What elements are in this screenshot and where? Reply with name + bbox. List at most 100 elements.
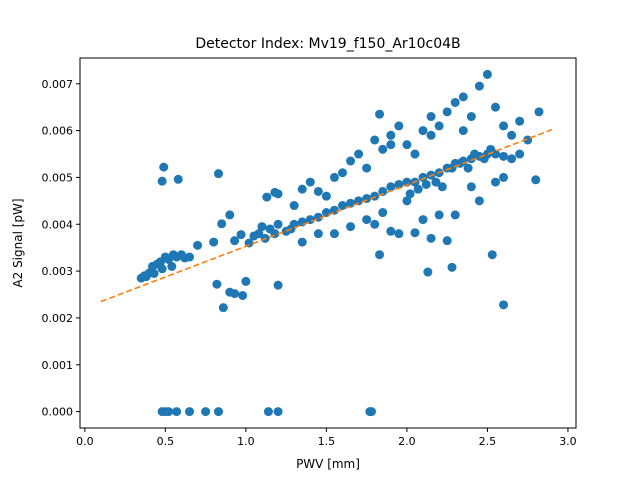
x-tick-label: 1.0 xyxy=(237,435,255,448)
y-tick-label: 0.003 xyxy=(42,265,74,278)
data-point xyxy=(218,303,228,313)
data-point xyxy=(305,177,315,187)
data-point xyxy=(487,250,497,260)
x-axis-label: PWV [mm] xyxy=(296,457,360,471)
data-point xyxy=(426,233,436,243)
data-point xyxy=(297,217,307,227)
data-point xyxy=(212,279,222,289)
data-point xyxy=(410,149,420,159)
data-point xyxy=(434,121,444,131)
data-point xyxy=(346,198,356,208)
y-axis-label: A2 Signal [pW] xyxy=(11,198,25,287)
data-point xyxy=(263,407,273,417)
data-point xyxy=(157,264,167,274)
data-point xyxy=(490,177,500,187)
y-tick-label: 0.002 xyxy=(42,312,74,325)
data-point xyxy=(370,135,380,145)
data-point xyxy=(378,208,388,218)
x-tick-label: 2.5 xyxy=(479,435,497,448)
data-point xyxy=(297,184,307,194)
data-point xyxy=(173,174,183,184)
data-point xyxy=(499,151,509,161)
data-point xyxy=(442,107,452,117)
data-point xyxy=(273,219,283,229)
data-point xyxy=(450,97,460,107)
data-point xyxy=(375,250,385,260)
data-point xyxy=(394,121,404,131)
data-point xyxy=(507,130,517,140)
x-tick-label: 2.0 xyxy=(398,435,416,448)
data-point xyxy=(378,144,388,154)
data-point xyxy=(236,230,246,240)
data-point xyxy=(329,172,339,182)
data-point xyxy=(410,228,420,238)
data-point xyxy=(437,182,447,192)
data-point xyxy=(470,149,480,159)
data-point xyxy=(213,407,223,417)
data-point xyxy=(238,290,248,300)
data-point xyxy=(354,149,364,159)
data-point xyxy=(394,179,404,189)
data-point xyxy=(217,219,227,229)
data-point xyxy=(230,289,240,299)
data-point xyxy=(531,175,541,185)
data-point xyxy=(418,126,428,136)
x-tick-label: 0.5 xyxy=(157,435,175,448)
data-point xyxy=(499,172,509,182)
data-point xyxy=(313,186,323,196)
data-point xyxy=(426,112,436,122)
chart-title: Detector Index: Mv19_f150_Ar10c04B xyxy=(195,36,460,52)
y-tick-label: 0.005 xyxy=(42,171,74,184)
data-point xyxy=(426,130,436,140)
y-tick-label: 0.006 xyxy=(42,125,74,138)
data-point xyxy=(386,140,396,150)
data-point xyxy=(273,280,283,290)
data-point xyxy=(321,208,331,218)
data-point xyxy=(254,229,264,239)
plot-frame xyxy=(79,57,577,429)
data-point xyxy=(366,407,376,417)
data-point xyxy=(394,229,404,239)
data-point xyxy=(507,154,517,164)
data-point xyxy=(273,407,283,417)
data-point xyxy=(257,222,267,232)
data-point xyxy=(378,186,388,196)
data-point xyxy=(474,81,484,91)
data-point xyxy=(370,191,380,201)
x-tick-label: 1.5 xyxy=(318,435,336,448)
data-point xyxy=(370,219,380,229)
data-point xyxy=(337,168,347,178)
data-point xyxy=(442,236,452,246)
data-point xyxy=(402,196,412,206)
y-tick-label: 0.000 xyxy=(42,406,74,419)
data-point xyxy=(149,268,159,278)
data-point xyxy=(273,189,283,199)
data-point xyxy=(458,126,468,136)
data-point xyxy=(466,182,476,192)
data-point xyxy=(499,121,509,131)
y-tick-label: 0.001 xyxy=(42,359,74,372)
data-point xyxy=(329,229,339,239)
data-point xyxy=(515,149,525,159)
data-point xyxy=(230,236,240,246)
data-point xyxy=(402,140,412,150)
data-point xyxy=(193,240,203,250)
y-axis-ticks: 0.000 0.001 0.002 0.003 0.004 0.005 0.006 0.007 xyxy=(42,78,80,419)
x-axis-ticks: 0.0 0.5 1.0 1.5 2.0 2.5 3.0 xyxy=(76,428,577,448)
data-point xyxy=(447,262,457,272)
data-point xyxy=(447,163,457,173)
data-point xyxy=(413,184,423,194)
data-point xyxy=(346,156,356,166)
data-point xyxy=(458,92,468,102)
data-point xyxy=(386,226,396,236)
data-point xyxy=(362,215,372,225)
data-point xyxy=(346,222,356,232)
data-point xyxy=(167,261,177,271)
data-point xyxy=(209,237,219,247)
data-point xyxy=(418,215,428,225)
data-point xyxy=(386,130,396,140)
data-point xyxy=(262,192,272,202)
